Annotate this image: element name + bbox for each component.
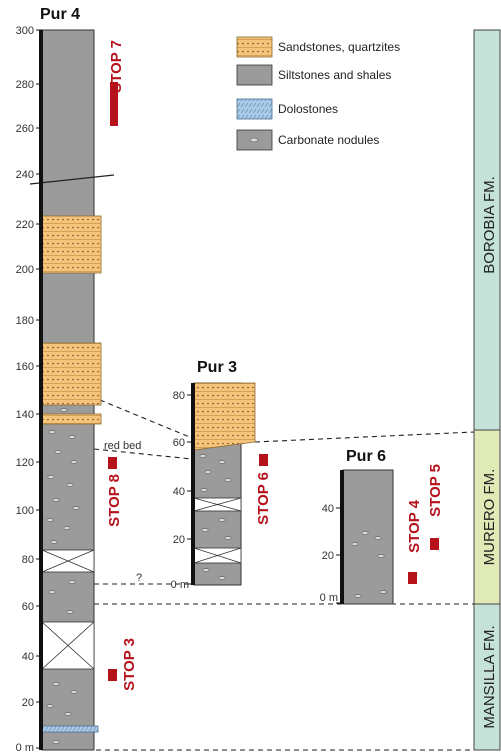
pur4-tick-160: 160 [16, 361, 34, 373]
stop4-marker [408, 572, 417, 584]
pur3-tick-20: 20 [173, 534, 185, 546]
pur4-sandstone-middle [41, 342, 102, 406]
pur3-tick-labels: 80 60 40 20 0 m [171, 390, 189, 591]
stop5-marker [430, 538, 439, 550]
stop4-label: STOP 4 [406, 499, 423, 552]
pur4-tick-140: 140 [16, 409, 34, 421]
legend-item-sandstone: Sandstones, quartzites [236, 36, 400, 58]
formation-label-mansilla: MANSILLA FM. [481, 625, 498, 728]
legend-label-sandstone: Sandstones, quartzites [278, 40, 400, 54]
legend-item-nodules: Carbonate nodules [236, 129, 379, 151]
formation-label-borobia: BOROBIA FM. [481, 176, 498, 274]
correlation-borobia-lower [99, 399, 193, 439]
formation-borobia [473, 29, 501, 431]
stop8-marker [108, 457, 117, 469]
pur4-dolostone [41, 725, 99, 733]
column-pur6: Pur 6 40 20 0 m [320, 448, 394, 605]
correlation-lines [42, 399, 475, 751]
pur4-tick-220: 220 [16, 219, 34, 231]
pur4-ticks [36, 29, 42, 749]
legend-label-siltstone: Siltstones and shales [278, 68, 391, 82]
formation-bar: BOROBIA FM. MURERO FM. MANSILLA FM. [473, 29, 501, 751]
pur3-covered-1 [193, 497, 242, 512]
pur4-sandstone-thin [41, 413, 102, 425]
pur6-tick-0: 0 m [320, 592, 338, 604]
pur6-scale-bar [340, 470, 344, 604]
legend-label-nodules: Carbonate nodules [278, 133, 379, 147]
stop7-label: STOP 7 [108, 40, 125, 93]
pur4-tick-260: 260 [16, 123, 34, 135]
pur4-sandstone-upper [41, 215, 102, 274]
pur6-ticks [336, 507, 343, 604]
pur6-title: Pur 6 [346, 448, 386, 465]
pur4-tick-0: 0 m [16, 742, 34, 752]
pur6-tick-labels: 40 20 0 m [320, 503, 338, 604]
legend-swatch-siltstone [236, 64, 273, 86]
legend-swatch-dolostone [236, 98, 273, 120]
formation-label-murero: MURERO FM. [481, 469, 498, 566]
formation-murero [473, 429, 501, 605]
pur4-scale-bar [39, 30, 43, 750]
pur3-tick-0: 0 m [171, 579, 189, 591]
pur4-covered-1 [41, 549, 95, 573]
pur4-tick-120: 120 [16, 457, 34, 469]
pur3-scale-bar [191, 383, 195, 585]
pur3-title: Pur 3 [197, 359, 237, 376]
red-bed-label: red bed [104, 440, 141, 452]
stop3-marker [108, 669, 117, 681]
pur3-covered-2 [193, 547, 242, 564]
pur4-tick-20: 20 [22, 697, 34, 709]
stop8-label: STOP 8 [106, 474, 123, 527]
column-pur4: Pur 4 [16, 6, 115, 752]
pur4-fault-line [29, 174, 115, 185]
pur3-ticks [187, 394, 194, 585]
pur3-tick-80: 80 [173, 390, 185, 402]
pur4-tick-180: 180 [16, 315, 34, 327]
pur4-tick-labels: 300 280 260 240 220 200 180 160 140 120 … [16, 25, 34, 752]
pur6-tick-20: 20 [322, 550, 334, 562]
correlation-borobia-right [254, 431, 475, 443]
question-mark-label: ? [136, 572, 142, 584]
pur4-tick-40: 40 [22, 651, 34, 663]
pur4-title: Pur 4 [40, 6, 80, 23]
pur4-tick-80: 80 [22, 554, 34, 566]
legend-swatch-sandstone [236, 36, 273, 58]
stop7-marker [110, 82, 118, 126]
stop3-label: STOP 3 [121, 638, 138, 691]
stop6-label: STOP 6 [255, 472, 272, 525]
pur4-tick-240: 240 [16, 169, 34, 181]
legend-label-dolostone: Dolostones [278, 102, 338, 116]
pur6-body [342, 469, 394, 605]
formation-mansilla [473, 603, 501, 751]
stop-markers: STOP 7 STOP 8 STOP 3 STOP 6 STOP 4 STOP … [106, 40, 444, 691]
pur4-covered-2 [41, 621, 95, 670]
legend: Sandstones, quartzites Siltstones and sh… [236, 36, 400, 151]
stop6-marker [259, 454, 268, 466]
pur4-tick-60: 60 [22, 601, 34, 613]
legend-item-dolostone: Dolostones [236, 98, 338, 120]
column-pur3: Pur 3 80 60 40 20 0 [171, 359, 256, 591]
pur4-tick-200: 200 [16, 264, 34, 276]
correlation-red-bed [93, 448, 193, 460]
pur3-tick-60: 60 [173, 437, 185, 449]
pur4-tick-100: 100 [16, 505, 34, 517]
pur3-sandstone [193, 382, 256, 451]
pur4-tick-300: 300 [16, 25, 34, 37]
pur3-tick-40: 40 [173, 486, 185, 498]
pur4-tick-280: 280 [16, 79, 34, 91]
legend-item-siltstone: Siltstones and shales [236, 64, 391, 86]
stop5-label: STOP 5 [427, 464, 444, 517]
pur6-tick-40: 40 [322, 503, 334, 515]
